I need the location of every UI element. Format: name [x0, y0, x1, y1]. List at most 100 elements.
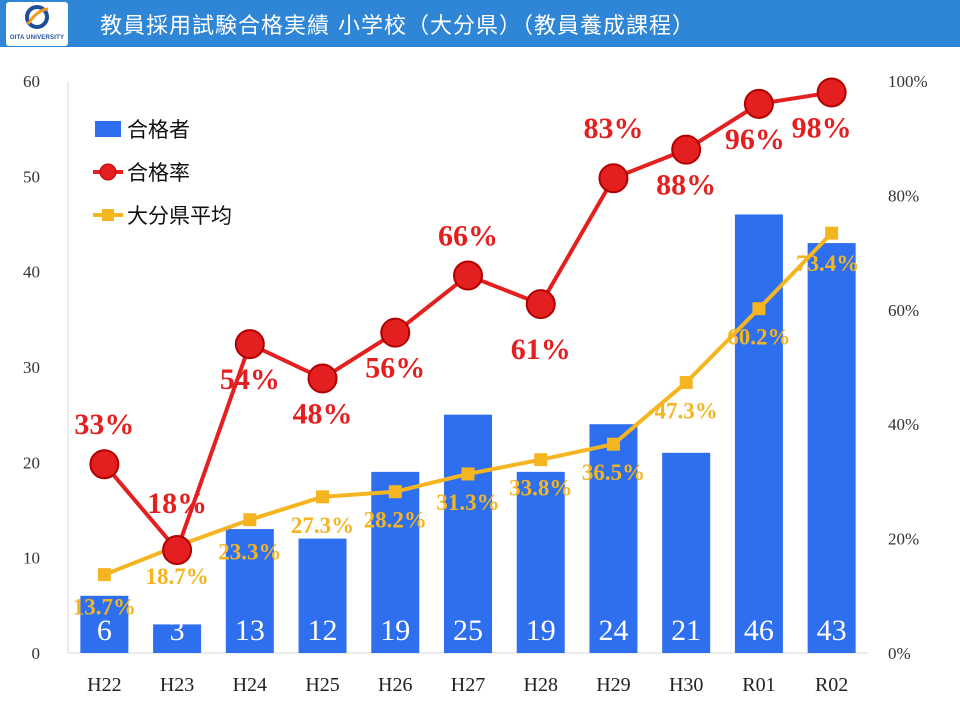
rate-point-marker	[525, 289, 556, 320]
bar-value-label: 21	[671, 614, 701, 647]
avg-value-label: 13.7%	[73, 595, 136, 620]
avg-value-label: 28.2%	[364, 508, 427, 533]
avg-point-marker	[97, 568, 111, 582]
rate-point-marker	[816, 77, 847, 108]
title-banner: OITA UNIVERSITY 教員採用試験合格実績 小学校（大分県）（教員養成…	[0, 0, 960, 47]
rate-value-label: 48%	[293, 397, 353, 430]
axes-group: 0 10 20 30 40 50 60 0% 20% 40% 60% 80% 100% H22 H23 H24…	[23, 72, 928, 696]
rate-point-marker	[743, 88, 774, 119]
logo-mark-icon	[25, 5, 49, 29]
rate-value-label: 56%	[365, 352, 425, 385]
x-axis-tick: H28	[524, 674, 558, 696]
right-axis-tick: 60%	[888, 301, 919, 320]
right-axis-tick: 80%	[888, 186, 919, 205]
bar-value-label: 19	[526, 614, 556, 647]
rate-value-label: 96%	[725, 123, 785, 156]
right-axis-tick: 40%	[888, 415, 919, 434]
legend-label: 大分県平均	[127, 204, 232, 228]
rate-point-marker	[307, 363, 338, 394]
avg-value-label: 23.3%	[218, 540, 281, 565]
right-axis-tick: 20%	[888, 530, 919, 549]
avg-value-label: 31.3%	[436, 490, 499, 515]
bar-H29	[589, 424, 638, 653]
legend-bar-swatch	[95, 121, 121, 137]
labels-group: 6 3 13 12 19 25 19 24 21 46 43 33% 18% 54% 48% 56% 66% 61…	[73, 111, 860, 647]
left-axis-tick: 50	[23, 167, 40, 186]
rate-point-marker	[453, 260, 483, 291]
bar-H25	[298, 538, 347, 653]
rate-point-marker	[671, 134, 702, 165]
rate-point-marker	[89, 449, 120, 480]
legend-rate-marker	[99, 163, 117, 181]
logo-text: OITA UNIVERSITY	[9, 35, 65, 41]
avg-value-label: 27.3%	[291, 513, 354, 538]
rate-value-label: 88%	[656, 169, 716, 202]
x-axis-tick: H30	[669, 674, 703, 696]
left-axis-tick: 10	[23, 549, 40, 568]
avg-point-marker	[825, 226, 839, 240]
bar-value-label: 25	[453, 614, 483, 647]
bar-H28	[516, 471, 565, 653]
x-axis-tick: R02	[815, 674, 848, 696]
legend-avg-marker	[102, 209, 114, 221]
rate-value-label: 33%	[74, 408, 134, 441]
x-axis-tick: R01	[742, 674, 775, 696]
bar-R02	[807, 243, 856, 654]
bar-value-label: 24	[598, 614, 628, 647]
bar-H24	[225, 529, 274, 653]
x-axis-tick: H29	[596, 674, 630, 696]
bar-H22	[80, 595, 129, 653]
x-axis-tick: H25	[305, 674, 339, 696]
x-axis-tick: H22	[87, 674, 121, 696]
rate-value-label: 66%	[438, 219, 498, 252]
bar-H26	[371, 471, 420, 653]
rate-point-marker	[380, 317, 411, 348]
rate-value-label: 98%	[792, 111, 852, 144]
avg-point-marker	[388, 485, 402, 499]
legend-label: 合格率	[127, 161, 190, 185]
avg-point-marker	[606, 437, 620, 451]
left-axis-tick: 20	[23, 453, 40, 472]
combo-chart: 0 10 20 30 40 50 60 0% 20% 40% 60% 80% 100% H22 H23 H24…	[23, 72, 928, 696]
right-axis-tick: 100%	[888, 72, 928, 91]
bar-H27	[444, 414, 492, 653]
left-axis-tick: 0	[32, 644, 41, 663]
bar-value-label: 12	[308, 614, 338, 647]
avg-value-label: 36.5%	[582, 460, 645, 485]
page-title: 教員採用試験合格実績 小学校（大分県）（教員養成課程）	[100, 14, 695, 39]
bar-H23	[153, 624, 202, 653]
avg-value-label: 60.2%	[727, 325, 790, 350]
avg-point-marker	[243, 513, 257, 527]
rate-value-label: 54%	[220, 363, 280, 396]
rate-value-label: 18%	[147, 487, 207, 520]
avg-value-label: 47.3%	[655, 398, 718, 423]
bar-value-label: 43	[817, 614, 847, 647]
x-axis-tick: H24	[233, 674, 267, 696]
legend-label: 合格者	[127, 118, 190, 142]
avg-value-label: 33.8%	[509, 476, 572, 501]
bar-value-label: 46	[744, 614, 774, 647]
avg-value-label: 73.4%	[796, 251, 859, 276]
bars-group	[80, 214, 856, 654]
x-axis-tick: H27	[451, 674, 485, 696]
avg-point-marker	[316, 490, 330, 504]
avg-value-label: 18.7%	[145, 564, 208, 589]
right-axis-tick: 0%	[888, 644, 911, 663]
bar-value-label: 6	[97, 614, 112, 647]
x-axis-tick: H23	[160, 674, 194, 696]
rate-value-label: 61%	[511, 333, 571, 366]
lines-group	[89, 77, 847, 582]
left-axis-tick: 30	[23, 358, 40, 377]
bar-R01	[734, 214, 783, 653]
university-logo: OITA UNIVERSITY	[6, 2, 68, 46]
bar-H30	[662, 452, 711, 653]
bar-value-label: 3	[170, 614, 185, 647]
avg-point-marker	[461, 467, 475, 481]
rate-value-label: 83%	[583, 112, 643, 145]
avg-point-marker	[534, 453, 548, 467]
bar-value-label: 19	[380, 614, 410, 647]
bar-value-label: 13	[235, 614, 265, 647]
rate-point-marker	[162, 535, 193, 566]
avg-point-marker	[752, 302, 766, 316]
